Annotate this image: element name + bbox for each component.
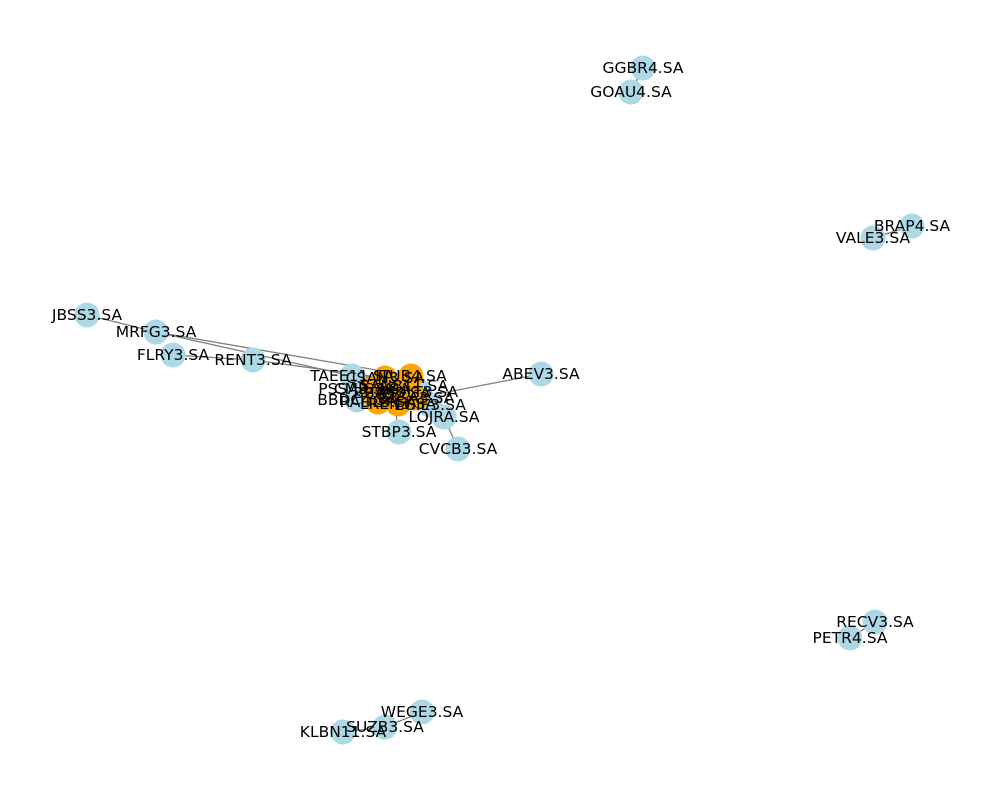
node-label-cmig4-sa: CMIG4.SA [334,380,411,398]
node-cvcb3-sa [445,436,471,462]
node-flry3-sa [160,342,186,368]
node-brap4-sa [899,213,925,239]
node-wege3-sa [409,699,435,725]
node-goau4-sa [618,79,644,105]
node-label-csan3-sa: CSAN3.SA [346,369,425,387]
node-label-taee11-sa: TAEE11.SA [309,367,394,385]
node-label-itub4-sa: ITUB4.SA [375,367,447,385]
node-label-pssa3-sa: PSSA3.SA [318,380,394,398]
node-label-lren3-sa: LREN3.SA [360,395,437,413]
node-label-bbdc4-sa: BBDC4.SA [317,391,397,409]
node-label-flry3-sa: FLRY3.SA [137,346,210,364]
edge-flry3-sa-rent3-sa [172,354,254,361]
nodes-layer [74,55,925,745]
edges-layer [86,67,913,733]
node-cmig4-sa [359,376,385,402]
edge-abev3-sa-b3sa3-sa [415,373,542,399]
node-label-sanb11-sa: SANB11.SA [360,377,449,395]
node-label-suzb3-sa: SUZB3.SA [346,718,424,736]
node-label-egie3-sa: EGIE3.SA [394,396,466,414]
node-label-mult3-sa: MULT3.SA [382,383,459,401]
node-label-lojra-sa: LOJRA.SA [409,408,480,426]
node-label-bbas3-sa: BBAS3.SA [353,384,431,402]
node-ggbr4-sa [630,55,656,81]
node-recv3-sa [862,609,888,635]
node-label-radl3-sa: RADL3.SA [340,393,417,411]
node-label-klbn11-sa: KLBN11.SA [300,723,387,741]
node-label-cvcb3-sa: CVCB3.SA [419,440,498,458]
node-label-petr4-sa: PETR4.SA [813,629,888,647]
node-label-brap4-sa: BRAP4.SA [874,217,951,235]
node-klbn11-sa [330,719,356,745]
node-label-vale3-sa: VALE3.SA [836,229,911,247]
node-vale3-sa [860,225,886,251]
node-label-mrfg3-sa: MRFG3.SA [116,323,197,341]
node-lren3-sa [385,391,411,417]
node-suzb3-sa [372,714,398,740]
node-label-wege3-sa: WEGE3.SA [381,703,464,721]
node-jbss3-sa [74,302,100,328]
node-label-abev3-sa: ABEV3.SA [502,365,580,383]
node-label-b3sa3-sa: B3SA3.SA [378,389,455,407]
node-label-goau4-sa: GOAU4.SA [590,83,672,101]
node-abev3-sa [528,361,554,387]
edge-mrfg3-sa-itub4-sa [155,331,412,377]
node-label-rent3-sa: RENT3.SA [214,351,292,369]
node-label-jbss3-sa: JBSS3.SA [51,306,123,324]
node-label-ggbr4-sa: GGBR4.SA [603,59,684,77]
node-label-stbp3-sa: STBP3.SA [362,423,437,441]
node-stbp3-sa [386,419,412,445]
node-mrfg3-sa [143,319,169,345]
node-label-recv3-sa: RECV3.SA [836,613,914,631]
node-petr4-sa [837,625,863,651]
node-rent3-sa [240,347,266,373]
